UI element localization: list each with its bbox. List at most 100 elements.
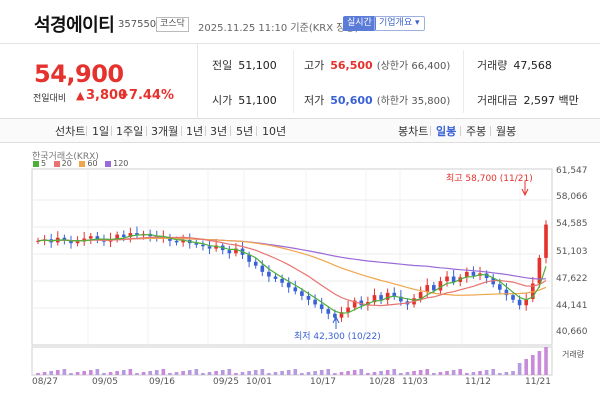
toolbar-separator <box>146 126 147 136</box>
volume-bar <box>352 370 357 375</box>
candle-body <box>300 291 304 296</box>
candle-body <box>306 295 311 300</box>
volume-bar <box>392 369 397 375</box>
volume-bar <box>465 373 469 375</box>
change-value: 3,800 <box>86 88 128 103</box>
candle-body <box>313 299 317 305</box>
candle-body <box>121 234 126 237</box>
volume-bar <box>339 372 344 375</box>
candle-body <box>273 276 278 279</box>
realtime-button[interactable]: 실시간 <box>343 16 376 31</box>
stat-amount-label: 거래대금 <box>477 94 518 107</box>
x-tick-label: 10/01 <box>246 377 272 387</box>
candle-body <box>102 240 106 242</box>
line-chart-tab[interactable]: 선차트 <box>55 125 86 138</box>
volume-bar <box>451 370 456 375</box>
volume-bar <box>201 373 205 375</box>
period-1w[interactable]: 1주일 <box>116 125 144 138</box>
x-tick-label: 11/12 <box>465 377 491 387</box>
volume-bar <box>247 371 251 375</box>
candle-body <box>359 300 364 306</box>
candle-body <box>247 254 251 262</box>
candle-body <box>135 233 139 236</box>
candle-body <box>207 246 212 249</box>
period-1d[interactable]: 1일 <box>92 125 110 138</box>
candle-body <box>379 295 383 300</box>
x-tick-label: 11/03 <box>402 377 428 387</box>
period-5y[interactable]: 5년 <box>236 125 254 138</box>
candle-body <box>214 245 218 249</box>
volume-bar <box>438 372 443 375</box>
high-arrow-icon <box>521 188 529 197</box>
y-tick-label: 40,660 <box>556 327 588 337</box>
candle-body <box>346 307 350 313</box>
stat-open: 시가 51,100 <box>212 92 277 108</box>
candle-monthly[interactable]: 월봉 <box>496 125 517 138</box>
volume-bar <box>326 369 331 375</box>
stat-high-value: 56,500 <box>330 59 373 72</box>
volume-bar <box>379 371 383 375</box>
x-tick-label: 09/05 <box>92 377 118 387</box>
legend-ma120: 120 <box>105 159 128 168</box>
candle-body <box>530 283 535 300</box>
volume-bar <box>95 369 100 375</box>
volume-bar <box>319 370 324 375</box>
volume-bar <box>260 369 265 375</box>
volume-bar <box>128 369 133 375</box>
volume-bar <box>240 372 245 375</box>
stat-low-limit: (하한가 35,800) <box>376 96 451 107</box>
market-badge: 코스닥 <box>156 17 189 32</box>
stat-low-label: 저가 <box>304 94 325 107</box>
volume-bar <box>359 369 364 375</box>
price-summary: 54,900 전일대비 ▲ 3,800 +7.44% 전일 51,100 시가 51… <box>0 44 600 119</box>
volume-bar <box>108 372 113 375</box>
y-tick-label: 58,066 <box>556 192 588 202</box>
volume-bar <box>517 363 522 375</box>
candle-body <box>69 240 73 244</box>
price-chart[interactable]: 한국거래소(KRX) 5 20 60 120 61,547 58,066 54,… <box>0 145 600 415</box>
candle-body <box>498 284 502 290</box>
volume-bar <box>207 372 212 375</box>
x-tick-label: 11/21 <box>525 377 551 387</box>
x-tick-label: 10/28 <box>369 377 395 387</box>
volume-bar <box>432 373 436 375</box>
chart-source: 한국거래소(KRX) <box>32 152 99 162</box>
candle-body <box>128 233 133 237</box>
volume-bar <box>75 372 80 375</box>
stat-amount-value: 2,597 백만 <box>523 94 579 107</box>
period-3m[interactable]: 3개월 <box>151 125 179 138</box>
volume-frame <box>31 346 553 376</box>
period-3y[interactable]: 3년 <box>210 125 228 138</box>
volume-bar <box>273 372 278 375</box>
stat-volume-label: 거래량 <box>477 59 508 72</box>
volume-bar <box>280 371 284 375</box>
volume-bar <box>458 369 463 375</box>
candle-weekly[interactable]: 주봉 <box>466 125 487 138</box>
volume-bar <box>49 371 54 375</box>
period-10y[interactable]: 10년 <box>262 125 287 138</box>
candle-body <box>88 236 93 239</box>
candle-body <box>352 300 357 308</box>
period-1y[interactable]: 1년 <box>186 125 204 138</box>
stock-name: 석경에이티 <box>34 15 115 36</box>
volume-bar <box>286 370 291 375</box>
candle-daily[interactable]: 일봉 <box>436 125 457 138</box>
x-tick-label: 10/17 <box>310 377 336 387</box>
volume-bar <box>372 372 377 375</box>
company-info-button[interactable]: 기업개요 ▾ <box>374 16 425 31</box>
candle-body <box>544 224 548 258</box>
volume-bar <box>445 371 449 375</box>
volume-bar <box>300 373 304 375</box>
volume-bar <box>62 369 67 375</box>
column-divider <box>463 50 464 113</box>
y-tick-label: 61,547 <box>556 166 588 176</box>
volume-bar <box>313 371 317 375</box>
toolbar-separator <box>230 126 231 136</box>
candle-chart-tab[interactable]: 봉차트 <box>398 125 429 138</box>
candle-body <box>36 240 40 242</box>
toolbar-separator <box>86 126 87 136</box>
candle-body <box>75 241 80 244</box>
volume-bar <box>102 373 106 375</box>
volume-bar <box>181 371 185 375</box>
change-rate: +7.44% <box>118 88 174 103</box>
